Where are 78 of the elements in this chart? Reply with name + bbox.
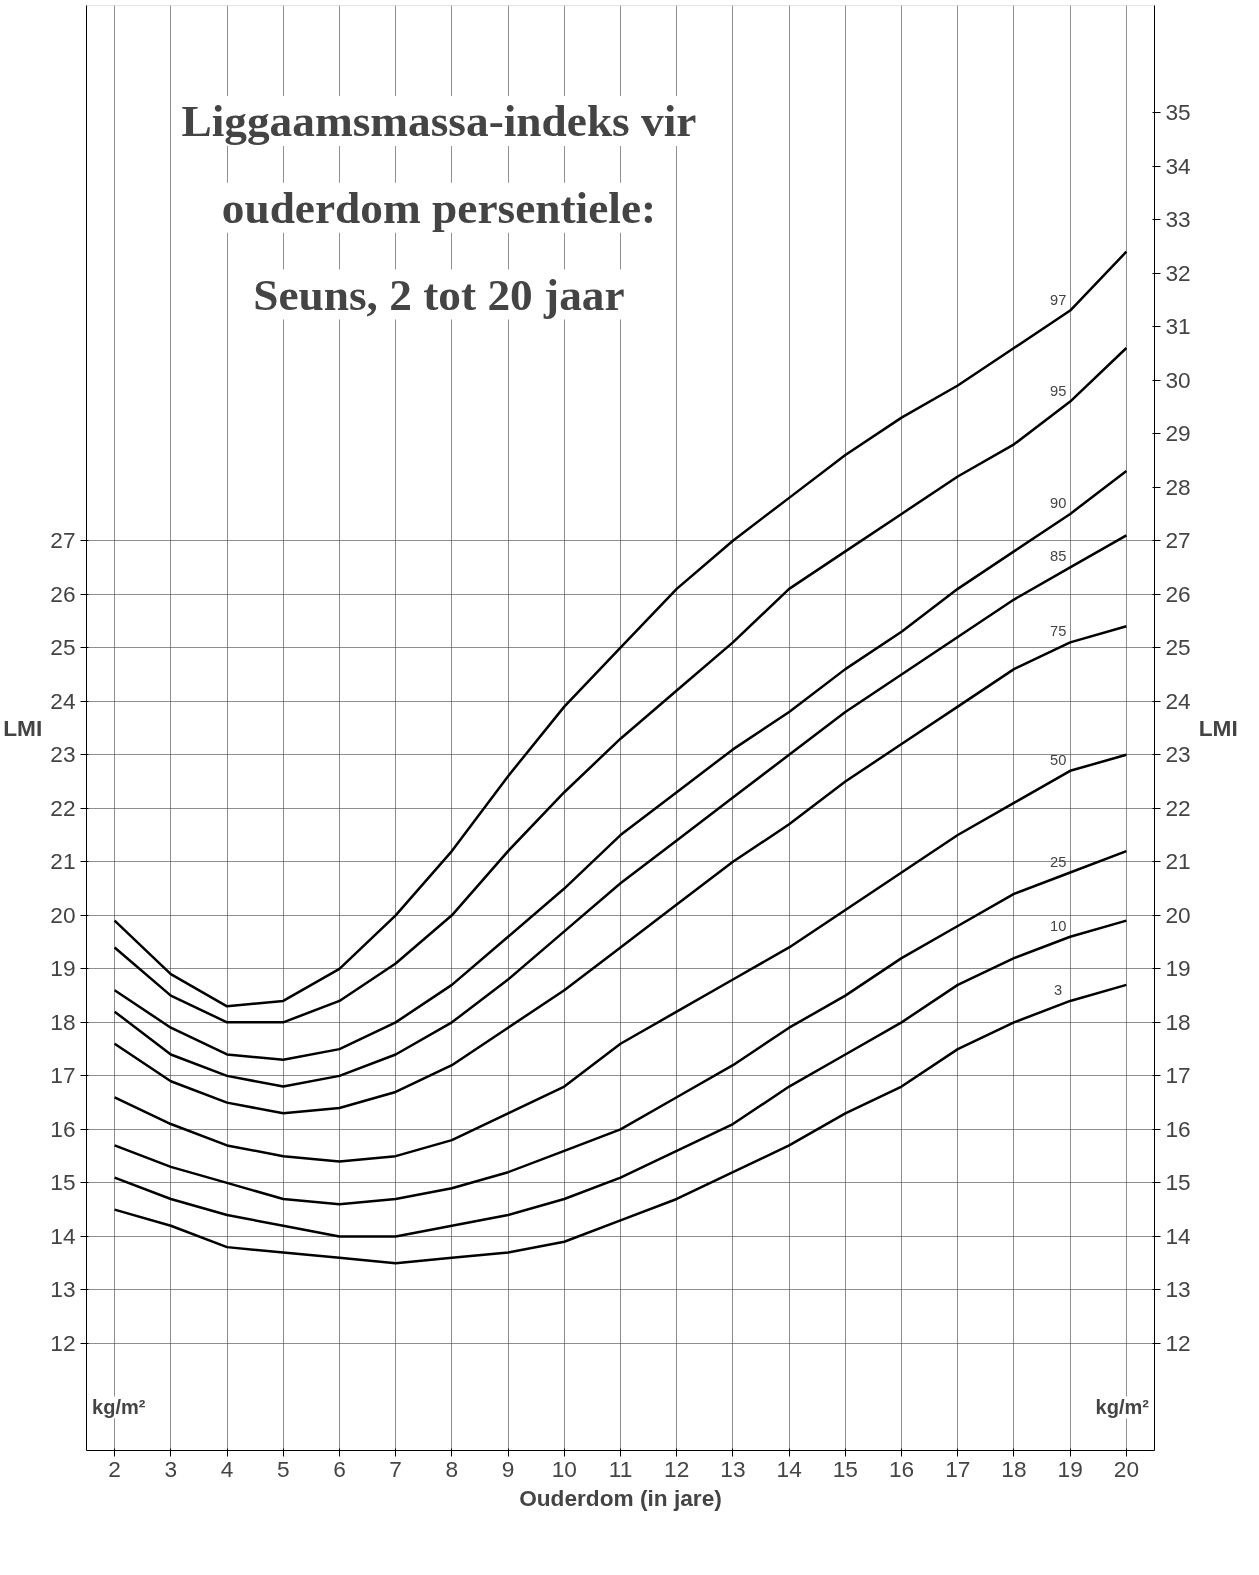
y-tick-label: 14 [50,1222,76,1249]
y2-tick-label: 20 [1165,901,1191,928]
y-tick-label: 25 [50,634,76,661]
x-tick-label: 14 [776,1455,802,1482]
x-tick-label: 20 [1113,1455,1139,1482]
series-label: 75 [1050,623,1067,640]
y-tick-label: 19 [50,955,76,982]
series-label: 85 [1050,548,1067,565]
x-tick-label: 6 [333,1455,346,1482]
text: Liggaamsmassa-indeks vir ouderdom persentiele: Seuns, 2 tot 20 jaar [181,96,697,320]
y2-tick-label: 21 [1165,848,1191,875]
x-tick-label: 7 [389,1455,402,1482]
series-label: 95 [1050,382,1067,399]
y2-tick-label: 12 [1165,1329,1191,1356]
y2-tick-label: 32 [1165,259,1191,286]
y2-tick-label: 19 [1165,955,1191,982]
x-tick-label: 17 [945,1455,971,1482]
y2-tick-label: 22 [1165,794,1191,821]
x-tick-label: 19 [1057,1455,1083,1482]
y-tick-label: 20 [50,901,76,928]
y2-tick-label: 16 [1165,1115,1191,1142]
x-tick-label: 2 [108,1455,121,1482]
y2-tick-label: 31 [1165,313,1191,340]
x-tick-label: 11 [608,1455,633,1482]
y2-tick-label: 34 [1165,152,1191,179]
line-series [113,753,1128,1163]
x-tick-label: 13 [720,1455,746,1482]
y2-tick-label: 27 [1165,527,1191,554]
x-tick-label: 3 [164,1455,178,1482]
y2-tick-label: 29 [1165,420,1191,447]
series-label: 90 [1050,494,1067,511]
line-series [113,625,1128,1115]
y-tick-label: 13 [50,1276,76,1303]
y2-tick-label: 23 [1165,741,1191,768]
x-tick-label: 12 [664,1455,690,1482]
y-tick-label: 22 [50,794,76,821]
x-tick-label: 8 [445,1455,459,1482]
series-label: 50 [1050,751,1067,768]
x-tick-label: 9 [501,1455,515,1482]
x-tick-label: 18 [1001,1455,1027,1482]
y2-tick-label: 26 [1165,580,1191,607]
series-label: 97 [1050,291,1067,308]
y2-tick-label: 25 [1165,634,1191,661]
y2-tick-label: 13 [1165,1276,1191,1303]
x-axis-title: Ouderdom (in jare) [519,1484,722,1511]
y2-tick-label: 35 [1165,99,1191,126]
y-tick-label: 15 [50,1169,76,1196]
line-series [113,983,1128,1265]
x-tick-label: 16 [888,1455,915,1482]
y-tick-label: 21 [50,848,76,875]
series-label: 3 [1054,981,1063,998]
x-tick-label: 10 [551,1455,577,1482]
y2-tick-label: 15 [1165,1169,1191,1196]
y2-tick-label: 24 [1165,687,1191,714]
y2-tick-label: 14 [1165,1222,1191,1249]
y2-tick-label: 28 [1165,473,1191,500]
x-tick-label: 5 [276,1455,290,1482]
y-tick-label: 17 [50,1062,76,1089]
y-axis-title: LMI [3,715,43,741]
annotation: kg/m² [1095,1396,1150,1419]
x-tick-label: 4 [220,1455,234,1482]
y-tick-label: 12 [50,1329,76,1356]
y-tick-label: 23 [50,741,76,768]
y2-tick-label: 33 [1165,206,1191,233]
line-series [113,849,1128,1206]
y2-tick-label: 18 [1165,1008,1191,1035]
y2-axis-title: LMI [1198,715,1238,741]
y-tick-label: 24 [50,687,76,714]
x-tick-label: 15 [832,1455,858,1482]
y-tick-label: 27 [50,527,76,554]
y2-tick-label: 17 [1165,1062,1191,1089]
series-label: 10 [1050,917,1067,934]
y-tick-label: 26 [50,580,76,607]
annotation: kg/m² [92,1396,146,1419]
y-tick-label: 16 [50,1115,76,1142]
y-tick-label: 18 [50,1008,76,1035]
y2-tick-label: 30 [1165,366,1191,393]
line-series [113,919,1128,1238]
